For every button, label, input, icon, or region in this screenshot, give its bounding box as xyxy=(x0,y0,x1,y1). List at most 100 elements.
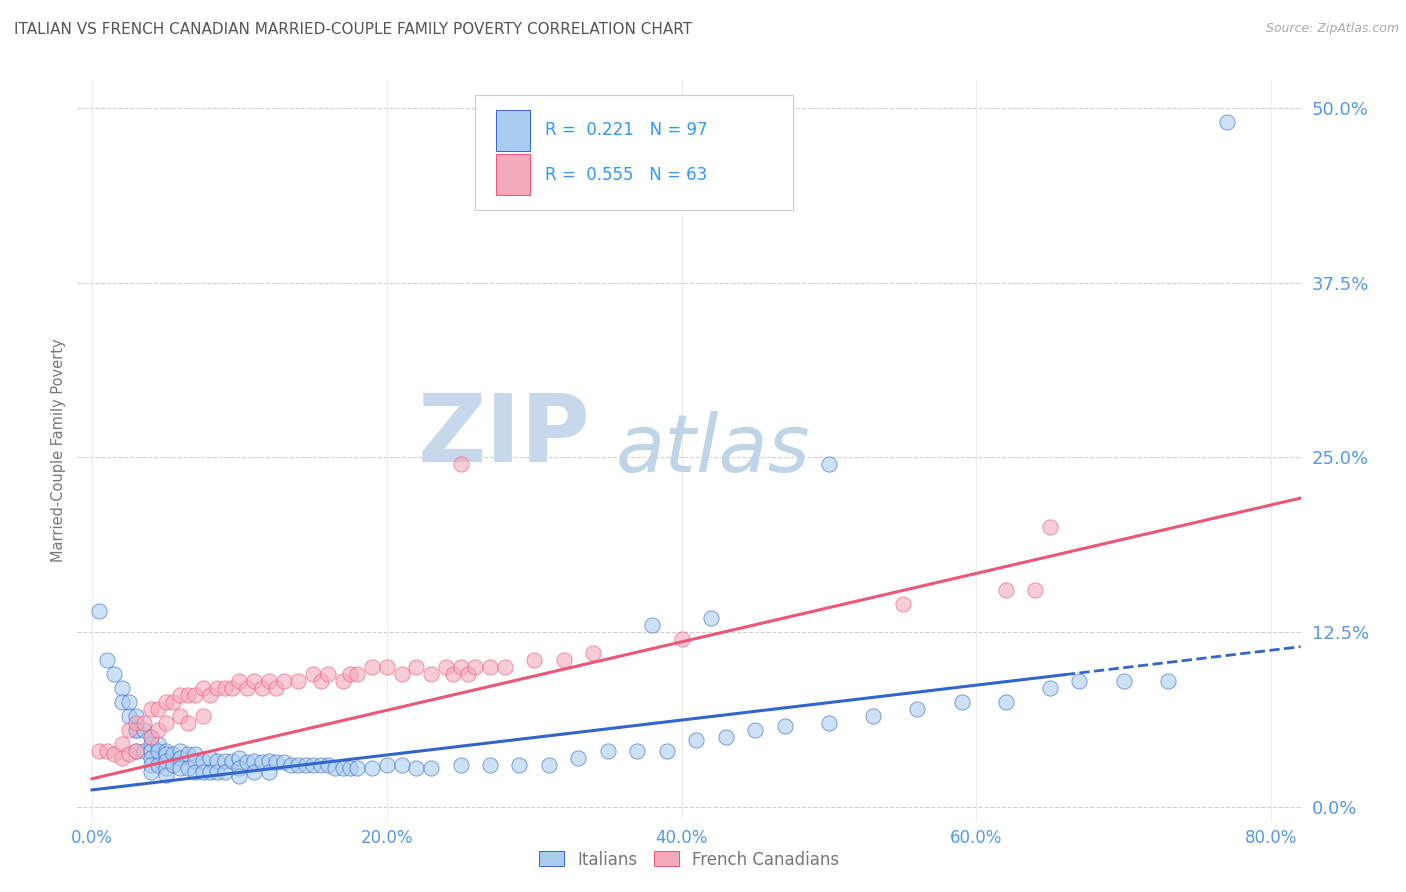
Italians xyxy=(148,744,170,758)
Italians xyxy=(641,618,664,632)
French Canadians xyxy=(148,723,170,737)
French Canadians xyxy=(994,583,1017,598)
Italians xyxy=(773,719,796,733)
Italians xyxy=(280,757,302,772)
French Canadians xyxy=(361,660,384,674)
French Canadians xyxy=(266,681,288,695)
French Canadians xyxy=(582,646,605,660)
Italians xyxy=(228,769,250,783)
French Canadians xyxy=(553,653,575,667)
French Canadians xyxy=(236,681,259,695)
Italians xyxy=(221,754,243,768)
Text: R =  0.221   N = 97: R = 0.221 N = 97 xyxy=(544,121,707,139)
French Canadians xyxy=(214,681,236,695)
Italians xyxy=(273,755,295,769)
French Canadians xyxy=(316,667,339,681)
French Canadians xyxy=(139,730,162,744)
Italians xyxy=(1216,115,1239,129)
Italians xyxy=(125,723,148,737)
Italians xyxy=(862,709,884,723)
Italians xyxy=(332,760,354,774)
Italians xyxy=(139,730,162,744)
French Canadians xyxy=(464,660,486,674)
French Canadians xyxy=(155,715,177,730)
Italians xyxy=(905,702,928,716)
French Canadians xyxy=(257,673,280,688)
Italians xyxy=(110,681,132,695)
Italians xyxy=(243,754,266,768)
French Canadians xyxy=(110,737,132,751)
Italians xyxy=(685,732,707,747)
French Canadians xyxy=(339,667,361,681)
French Canadians xyxy=(434,660,457,674)
Italians xyxy=(361,760,384,774)
Italians xyxy=(96,653,118,667)
Italians xyxy=(103,667,125,681)
Italians xyxy=(287,757,309,772)
Italians xyxy=(655,744,678,758)
Italians xyxy=(596,744,619,758)
French Canadians xyxy=(250,681,273,695)
Italians xyxy=(89,604,111,618)
Italians xyxy=(236,755,259,769)
Italians xyxy=(478,757,501,772)
French Canadians xyxy=(125,715,148,730)
French Canadians xyxy=(671,632,693,646)
Italians xyxy=(302,757,325,772)
Italians xyxy=(1112,673,1135,688)
Text: ZIP: ZIP xyxy=(418,390,591,482)
Italians xyxy=(139,751,162,765)
Italians xyxy=(148,757,170,772)
French Canadians xyxy=(177,688,200,702)
Italians xyxy=(391,757,413,772)
French Canadians xyxy=(148,702,170,716)
Italians xyxy=(139,757,162,772)
Italians xyxy=(700,611,723,625)
Italians xyxy=(316,757,339,772)
Italians xyxy=(375,757,398,772)
Italians xyxy=(177,747,200,761)
Legend: Italians, French Canadians: Italians, French Canadians xyxy=(531,844,846,875)
Italians xyxy=(191,754,214,768)
French Canadians xyxy=(110,751,132,765)
French Canadians xyxy=(177,715,200,730)
Italians xyxy=(214,764,236,779)
Italians xyxy=(257,764,280,779)
French Canadians xyxy=(155,695,177,709)
Italians xyxy=(155,754,177,768)
Italians xyxy=(1039,681,1062,695)
French Canadians xyxy=(1024,583,1046,598)
Italians xyxy=(155,767,177,781)
Italians xyxy=(450,757,472,772)
Italians xyxy=(132,744,155,758)
Italians xyxy=(323,760,346,774)
French Canadians xyxy=(198,688,221,702)
Italians xyxy=(257,754,280,768)
Italians xyxy=(744,723,766,737)
Text: atlas: atlas xyxy=(616,411,810,490)
Italians xyxy=(184,764,207,779)
Italians xyxy=(994,695,1017,709)
Italians xyxy=(155,747,177,761)
Italians xyxy=(169,760,191,774)
French Canadians xyxy=(478,660,501,674)
French Canadians xyxy=(89,744,111,758)
Italians xyxy=(818,458,841,472)
French Canadians xyxy=(346,667,368,681)
FancyBboxPatch shape xyxy=(475,95,793,210)
French Canadians xyxy=(184,688,207,702)
French Canadians xyxy=(125,744,148,758)
Bar xyxy=(496,110,530,151)
French Canadians xyxy=(96,744,118,758)
French Canadians xyxy=(287,673,309,688)
French Canadians xyxy=(309,673,332,688)
Italians xyxy=(125,709,148,723)
Italians xyxy=(537,757,560,772)
Italians xyxy=(405,760,427,774)
French Canadians xyxy=(118,747,141,761)
Italians xyxy=(250,755,273,769)
Italians xyxy=(266,755,288,769)
French Canadians xyxy=(228,673,250,688)
French Canadians xyxy=(523,653,546,667)
Italians xyxy=(567,751,589,765)
